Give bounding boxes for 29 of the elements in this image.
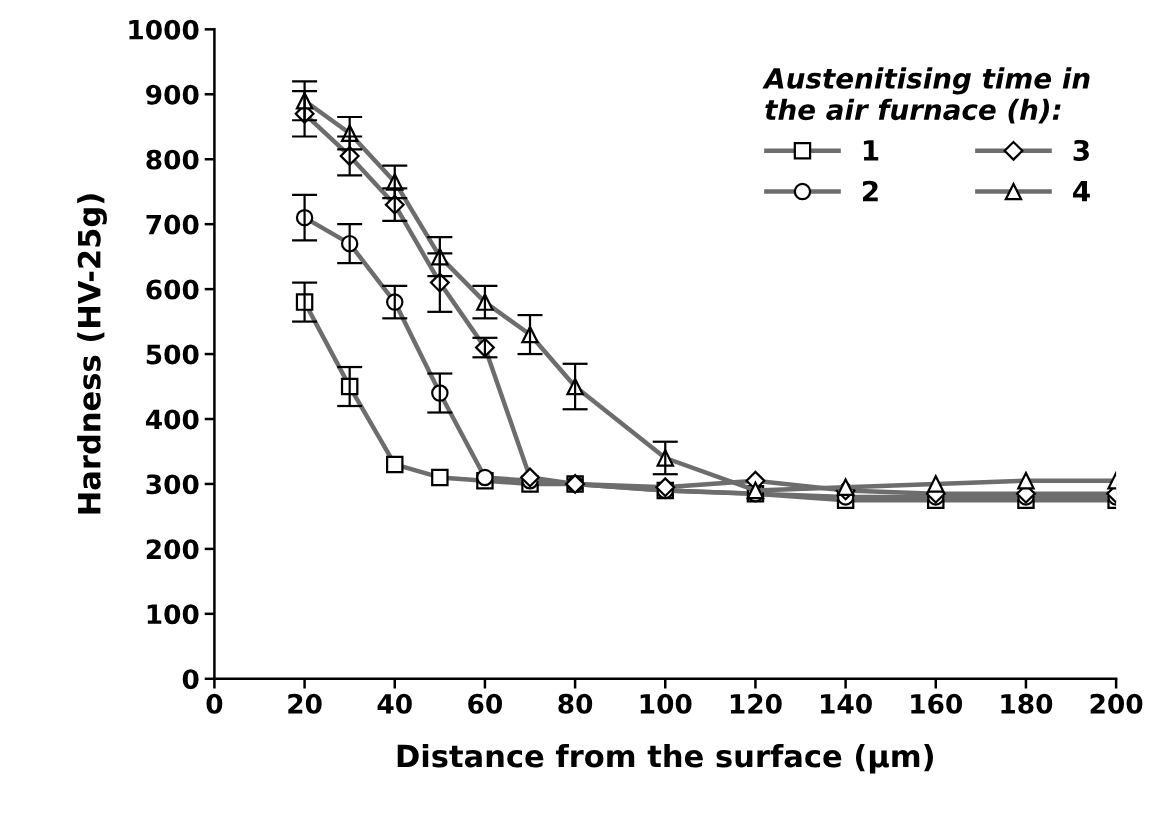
y-tick-label: 500	[146, 344, 199, 365]
legend-title: Austenitising time in the air furnace (h):	[762, 67, 1090, 124]
y-tick-label: 700	[146, 214, 199, 235]
x-tick-label: 140	[821, 693, 872, 714]
legend-label: 4	[1073, 181, 1090, 202]
legend-label: 2	[862, 180, 878, 202]
x-tick-label: 160	[911, 693, 963, 714]
legend-label: 3	[1073, 139, 1089, 161]
y-tick-label: 300	[146, 474, 199, 495]
x-tick-label: 20	[288, 693, 322, 714]
legend-label: 1	[863, 140, 879, 161]
x-tick-label: 200	[1090, 693, 1143, 714]
x-tick-label: 100	[640, 693, 692, 714]
y-tick-label: 100	[147, 604, 199, 625]
x-tick-label: 80	[558, 693, 593, 714]
y-tick-label: 200	[146, 539, 199, 560]
x-tick-label: 180	[1001, 693, 1053, 714]
y-tick-label: 900	[146, 84, 199, 105]
y-tick-label: 1000	[129, 19, 199, 40]
y-axis-title: Hardness (HV-25g)	[77, 194, 107, 514]
x-tick-label: 40	[377, 693, 412, 714]
y-tick-label: 400	[145, 409, 199, 430]
x-axis-title: Distance from the surface (µm)	[397, 743, 933, 774]
y-tick-label: 0	[182, 669, 199, 690]
y-tick-label: 600	[146, 279, 199, 300]
x-tick-label: 120	[730, 693, 782, 714]
x-tick-label: 0	[206, 693, 223, 714]
y-tick-label: 800	[146, 149, 199, 170]
x-tick-label: 60	[468, 693, 503, 714]
